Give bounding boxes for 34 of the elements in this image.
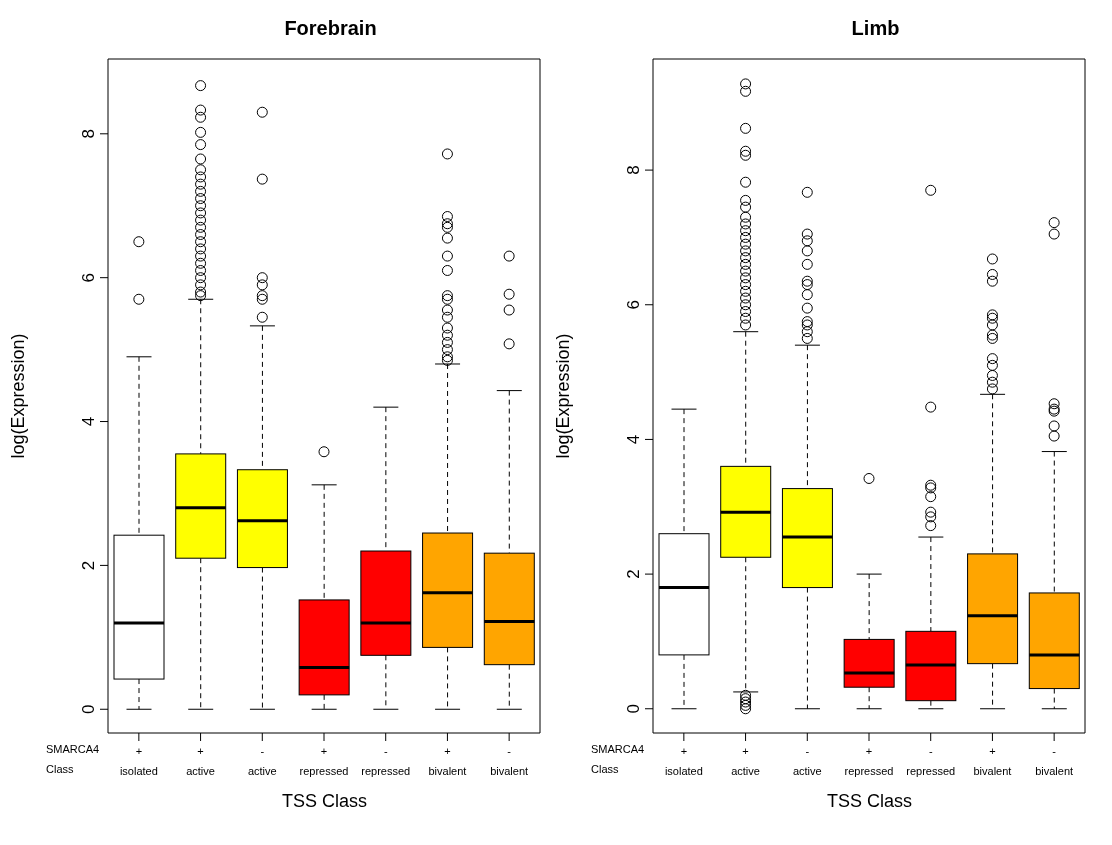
x-tick-label: - active — [792, 745, 822, 777]
x-tick-label: + active — [731, 745, 760, 777]
y-tick-label: 6 — [624, 300, 643, 310]
y-tick-label: 4 — [79, 416, 98, 427]
y-tick-label: 2 — [624, 569, 643, 579]
y-tick-label: 4 — [624, 434, 643, 445]
text: SMARCA4 — [591, 743, 645, 755]
x-tick-label: - repressed — [906, 745, 956, 777]
chart-title: Limb — [850, 16, 901, 41]
x-tick-label: + isolated — [119, 745, 158, 777]
text: SMARCA4 — [46, 743, 100, 755]
x-tick-label: + repressed — [844, 745, 894, 777]
y-tick-label: 8 — [79, 129, 98, 139]
y-axis-title: log(Expression) — [8, 333, 29, 459]
x-tick-label: + repressed — [299, 745, 349, 777]
x-tick-label: - repressed — [361, 745, 411, 777]
text: Class — [591, 763, 619, 775]
x-tick-label: + isolated — [664, 745, 703, 777]
y-tick-label: 2 — [79, 560, 98, 571]
x-tick-label: + bivalent — [973, 745, 1012, 777]
y-tick-label: 6 — [79, 272, 98, 283]
y-tick-label: 8 — [624, 165, 643, 175]
x-tick-label: + bivalent — [428, 745, 467, 777]
x-tick-label: - bivalent — [1035, 745, 1074, 777]
x-axis-title: TSS Class — [826, 791, 913, 812]
x-axis-title: TSS Class — [281, 791, 368, 812]
chart-title: Forebrain — [283, 16, 378, 41]
x-tick-label: + active — [186, 745, 215, 777]
y-axis-title: log(Expression) — [553, 333, 574, 459]
x-tick-label: - bivalent — [490, 745, 529, 777]
y-tick-label: 0 — [624, 704, 643, 714]
text: Class — [46, 763, 74, 775]
y-tick-label: 0 — [79, 704, 98, 714]
x-tick-label: - active — [247, 745, 277, 777]
